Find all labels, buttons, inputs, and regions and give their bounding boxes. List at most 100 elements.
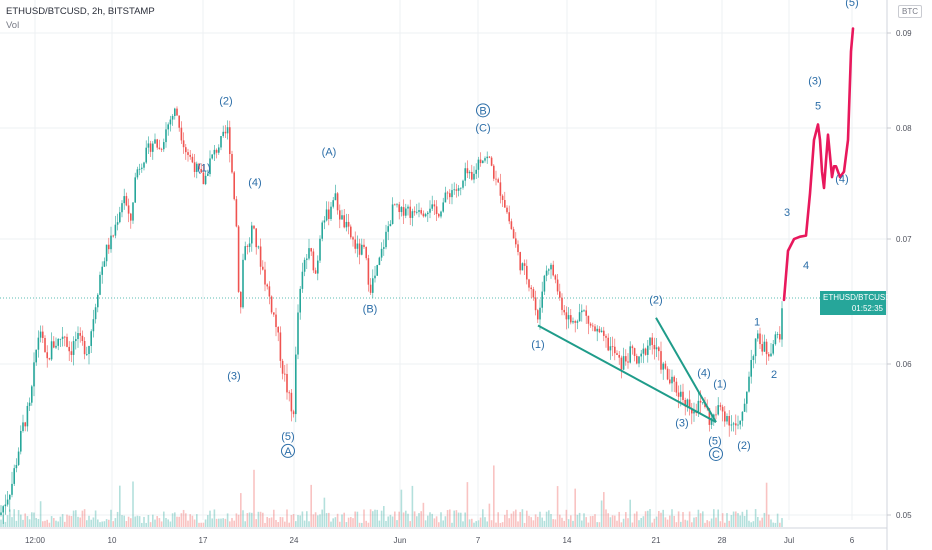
wave-label: (1) <box>197 163 210 175</box>
candle-body <box>83 341 86 355</box>
candle-body <box>53 341 55 348</box>
wave-label: B <box>479 105 486 117</box>
volume-bar <box>237 514 240 527</box>
candle-body <box>673 376 675 382</box>
volume-bar <box>193 519 196 527</box>
volume-bar <box>523 522 526 527</box>
volume-bar <box>394 511 396 527</box>
candle-body <box>429 208 431 213</box>
volume-bar <box>222 518 224 527</box>
currency-badge[interactable]: BTC <box>898 5 922 18</box>
candle-body <box>686 399 689 407</box>
candle-body <box>189 154 191 157</box>
candle-body <box>64 336 66 338</box>
candle-body <box>394 204 396 206</box>
wave-label: (1) <box>531 339 544 351</box>
volume-bar <box>152 514 154 527</box>
candle-body <box>114 224 117 236</box>
volume-bar <box>127 516 130 527</box>
candle-body <box>39 331 42 338</box>
candle-body <box>682 391 684 400</box>
volume-bar <box>548 510 550 527</box>
candle-body <box>222 131 224 137</box>
candle-body <box>77 333 79 340</box>
volume-bar <box>328 512 330 527</box>
candle-body <box>649 337 651 346</box>
volume-indicator-label[interactable]: Vol <box>6 20 20 31</box>
candle-body <box>343 215 345 228</box>
volume-bar <box>424 520 427 527</box>
candle-body <box>565 312 568 320</box>
volume-bar <box>713 509 715 527</box>
candle-body <box>369 284 372 293</box>
volume-bar <box>515 509 517 527</box>
volume-bar <box>391 516 394 527</box>
candle-body <box>671 376 673 384</box>
wave-label: (5) <box>281 431 294 443</box>
candle-body <box>336 193 339 211</box>
volume-bar <box>363 509 365 527</box>
candle-body <box>231 154 233 173</box>
candle-body <box>482 160 484 164</box>
candle-body <box>213 149 216 155</box>
x-tick-label: Jul <box>784 536 794 545</box>
candle-body <box>578 312 581 322</box>
volume-bar <box>33 512 35 527</box>
volume-bar <box>119 485 121 527</box>
wave-label: (3) <box>227 370 240 382</box>
volume-bar <box>185 513 187 527</box>
volume-bar <box>649 509 651 527</box>
candle-body <box>462 180 464 188</box>
volume-bar <box>673 515 675 527</box>
candle-body <box>442 202 444 212</box>
candle-body <box>246 246 249 247</box>
x-tick-label: 21 <box>652 536 661 545</box>
volume-bar <box>464 512 466 527</box>
volume-bar <box>669 515 671 527</box>
volume-bar <box>578 512 581 527</box>
candle-body <box>506 207 508 213</box>
volume-bar <box>325 513 328 527</box>
volume-bar <box>770 519 772 527</box>
volume-bar <box>462 521 464 527</box>
volume-bar <box>495 522 497 527</box>
candle-body <box>266 284 268 287</box>
candle-body <box>543 275 546 292</box>
volume-bar <box>233 520 235 527</box>
candle-body <box>224 131 227 134</box>
volume-bar <box>323 497 326 527</box>
candle-body <box>380 248 383 258</box>
volume-bar <box>765 482 768 527</box>
candle-body <box>72 341 75 355</box>
volume-bar <box>83 509 86 527</box>
volume-bar <box>750 522 752 527</box>
volume-bar <box>53 518 55 527</box>
volume-bar <box>666 519 669 527</box>
candle-body <box>655 347 658 350</box>
volume-bar <box>226 513 229 527</box>
volume-bar <box>486 521 488 527</box>
candle-body <box>350 226 352 238</box>
volume-bar <box>145 522 147 527</box>
volume-bar <box>207 515 209 527</box>
volume-bar <box>691 522 693 527</box>
candle-body <box>66 336 68 347</box>
volume-bar <box>297 515 299 527</box>
candle-body <box>479 159 482 164</box>
volume-bar <box>306 511 308 527</box>
candle-body <box>310 248 312 252</box>
symbol-header[interactable]: ETHUSD/BTCUSD, 2h, BITSTAMP <box>6 6 155 17</box>
candle-body <box>323 220 326 223</box>
candle-body <box>636 355 638 364</box>
volume-bar <box>541 517 543 527</box>
candle-body <box>136 169 139 178</box>
candle-body <box>244 246 246 260</box>
candle-body <box>702 402 704 404</box>
volume-bar <box>28 519 31 527</box>
volume-bar <box>616 520 618 527</box>
volume-bar <box>15 520 18 527</box>
volume-bar <box>163 511 165 527</box>
candle-body <box>422 213 425 217</box>
volume-bar <box>706 520 708 527</box>
